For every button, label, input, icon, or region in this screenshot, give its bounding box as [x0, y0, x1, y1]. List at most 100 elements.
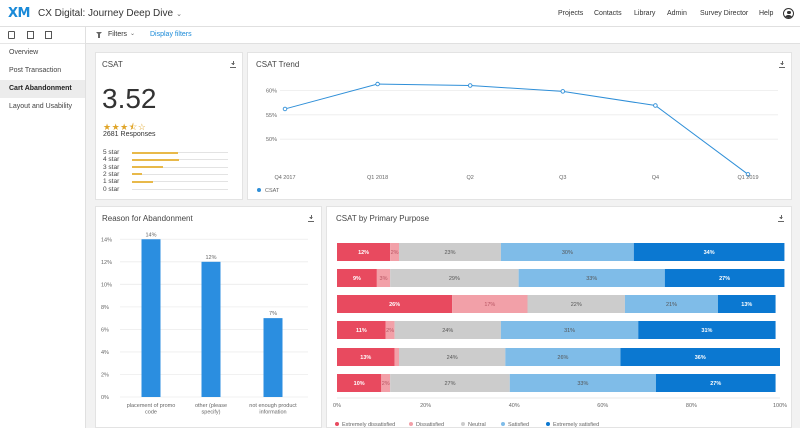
sidebar-item-layout-and-usability[interactable]: Layout and Usability: [9, 103, 73, 110]
response-count: 2681 Responses: [103, 131, 156, 138]
bar-segment: [717, 295, 776, 313]
y-tick-label: 14%: [101, 237, 112, 243]
sidebar-item-cart-abandonment[interactable]: Cart Abandonment: [0, 80, 85, 98]
x-tick-label: code: [145, 410, 157, 416]
legend-label: Extremely satisfied: [553, 422, 599, 428]
data-label: 13%: [360, 355, 371, 361]
distribution-row: 2 star: [103, 170, 228, 178]
data-label: 31%: [564, 328, 575, 334]
page-icon[interactable]: [27, 31, 34, 39]
abandonment-card: Reason for Abandonment 0% 2% 4% 6% 8% 10% 12% 1…: [95, 206, 322, 428]
x-tick-label: 60%: [597, 403, 608, 409]
x-tick-label: Q1 2019: [737, 175, 758, 181]
project-selector[interactable]: CX Digital: Journey Deep Dive ⌄: [38, 8, 182, 19]
card-title: Reason for Abandonment: [102, 214, 193, 223]
distribution-fill: [132, 166, 163, 169]
sidebar-item-overview[interactable]: Overview: [9, 49, 39, 56]
distribution-track: [132, 173, 228, 176]
data-label: 9%: [353, 276, 361, 282]
distribution-row: 4 star: [103, 156, 228, 164]
legend-label: Dissatisfied: [416, 422, 444, 428]
distribution-track: [132, 180, 228, 183]
x-tick-label: 100%: [773, 403, 787, 409]
nav-admin[interactable]: Admin: [667, 10, 687, 17]
x-tick-label: Q3: [559, 175, 566, 181]
data-label: 2%: [382, 381, 390, 387]
y-tick-label: 2%: [101, 372, 109, 378]
sidebar: Overview Post Transaction Cart Abandonme…: [0, 27, 86, 428]
distribution-track: [132, 151, 228, 154]
data-label: 22%: [571, 302, 582, 308]
user-avatar-icon[interactable]: [783, 8, 794, 19]
csat-score: 3.52: [102, 83, 157, 114]
nav-library[interactable]: Library: [634, 10, 656, 17]
distribution-label: 2 star: [103, 170, 120, 178]
data-label: 2%: [391, 250, 399, 256]
bar-segment: [664, 269, 785, 287]
data-label: 27%: [719, 276, 730, 282]
legend-label: CSAT: [265, 188, 280, 194]
distribution-row: 5 star: [103, 149, 228, 156]
nav-survey-director[interactable]: Survey Director: [700, 10, 749, 17]
nav-help[interactable]: Help: [759, 10, 774, 17]
distribution-label: 4 star: [103, 156, 120, 164]
data-label: 36%: [695, 355, 706, 361]
xm-logo[interactable]: XM: [8, 6, 30, 21]
y-tick-label: 6%: [101, 327, 109, 333]
bar: [201, 261, 221, 397]
filters-button[interactable]: Filters: [108, 31, 128, 38]
csat-trend-line: [284, 83, 749, 175]
chevron-down-icon[interactable]: ⌄: [130, 31, 136, 37]
data-label: 34%: [704, 250, 715, 256]
csat-card: CSAT 3.52 ★★★⯪☆ 2681 Responses 5 star 4 s…: [95, 52, 243, 200]
sidebar-item-post-transaction[interactable]: Post Transaction: [9, 67, 62, 74]
distribution-fill: [132, 180, 154, 183]
bar-segment: [337, 269, 377, 287]
data-label: 29%: [449, 276, 460, 282]
download-icon[interactable]: [779, 61, 785, 68]
csat-trend-card: CSAT Trend 50% 55% 60% Q4 2017 Q1 2018 Q2 Q3 Q4…: [247, 52, 792, 200]
bar-segment: [518, 269, 665, 287]
bar-segment: [376, 269, 391, 287]
x-tick-label: 80%: [686, 403, 697, 409]
download-icon[interactable]: [778, 215, 784, 222]
bar-segment: [399, 243, 501, 261]
x-tick-label: Q4: [652, 175, 659, 181]
display-filters-link[interactable]: Display filters: [150, 31, 192, 38]
data-label: 30%: [562, 250, 573, 256]
x-tick-label: 20%: [420, 403, 431, 409]
data-label: 11%: [356, 328, 367, 334]
card-title: CSAT Trend: [256, 60, 300, 69]
data-label: 3%: [380, 276, 388, 282]
bar-segment: [381, 374, 391, 392]
bar-segment: [527, 295, 625, 313]
bar: [141, 239, 161, 397]
data-point: [560, 89, 566, 94]
bar-segment: [655, 374, 776, 392]
export-icon[interactable]: [45, 31, 52, 39]
data-label: 2%: [386, 328, 394, 334]
nav-contacts[interactable]: Contacts: [594, 10, 622, 17]
data-label: 12%: [358, 250, 369, 256]
bar-segment: [633, 243, 785, 261]
bar-segment: [337, 321, 386, 339]
edit-icon[interactable]: [8, 31, 15, 39]
bar-segment: [337, 295, 453, 313]
nav-projects[interactable]: Projects: [558, 10, 584, 17]
x-tick-label: information: [259, 410, 286, 416]
project-title: CX Digital: Journey Deep Dive: [38, 8, 174, 19]
download-icon[interactable]: [230, 61, 236, 68]
bar-segment: [452, 295, 528, 313]
distribution-fill: [132, 151, 179, 154]
distribution-track: [132, 188, 228, 190]
distribution-fill: [132, 173, 142, 176]
download-icon[interactable]: [308, 215, 314, 222]
data-point: [282, 106, 288, 112]
distribution-fill: [132, 158, 180, 161]
x-tick-label: not enough product: [249, 403, 297, 409]
data-label: 14%: [145, 232, 156, 238]
bar-segment: [385, 321, 395, 339]
data-label: 7%: [269, 311, 277, 317]
legend-swatch: [501, 422, 505, 426]
filter-icon[interactable]: [96, 32, 102, 38]
